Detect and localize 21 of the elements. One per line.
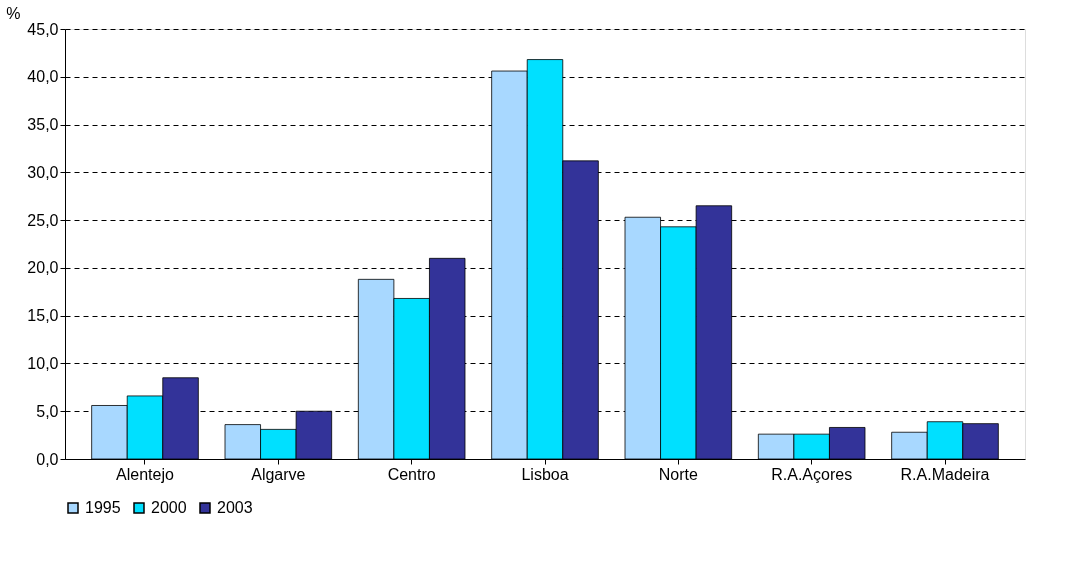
x-tick-label: Centro (387, 465, 436, 483)
x-tick-label: R.A.Açores (771, 465, 853, 483)
x-tick-label: R.A.Madeira (900, 465, 990, 483)
legend-label: 2003 (217, 499, 253, 516)
x-tick-label: Lisboa (521, 465, 569, 483)
y-tick-label: 10,0 (27, 354, 59, 372)
y-axis-title: % (6, 4, 21, 22)
y-tick-label: 20,0 (27, 259, 59, 277)
legend-label: 2000 (151, 499, 187, 516)
y-tick-label: 35,0 (27, 116, 59, 134)
y-tick-label: 45,0 (27, 20, 59, 38)
x-tick-label: Alentejo (116, 465, 175, 483)
y-tick-label: 5,0 (36, 402, 59, 420)
x-tick-label: Norte (658, 465, 698, 483)
y-tick-label: 40,0 (27, 68, 59, 86)
x-tick-label: Algarve (251, 465, 306, 483)
y-tick-label: 15,0 (27, 307, 59, 325)
legend-label: 1995 (85, 499, 121, 516)
y-tick-label: 30,0 (27, 163, 59, 181)
y-tick-label: 0,0 (36, 450, 59, 468)
y-tick-label: 25,0 (27, 211, 59, 229)
